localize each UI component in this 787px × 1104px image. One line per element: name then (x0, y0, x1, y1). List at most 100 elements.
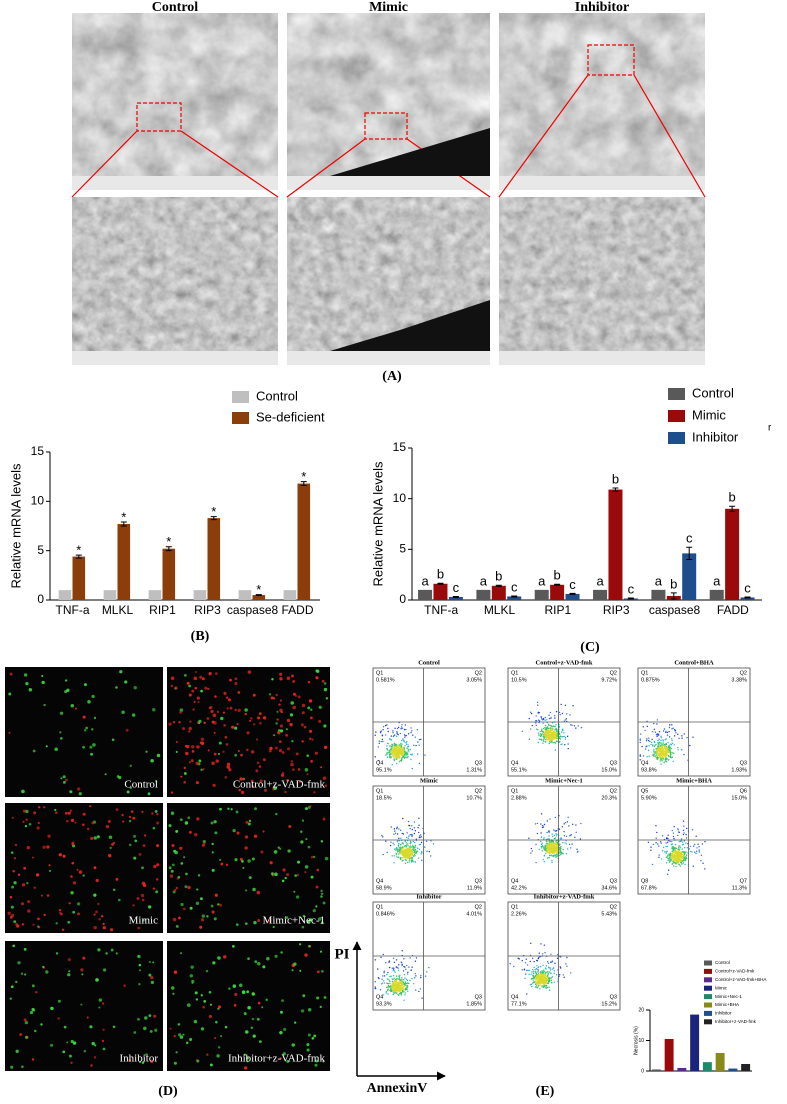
event-dot (403, 851, 404, 852)
event-dot (676, 848, 677, 849)
quadrant-value: 15.0% (731, 795, 747, 801)
event-dot (662, 850, 663, 851)
event-dot (676, 855, 677, 856)
cell-dot (302, 820, 304, 822)
event-dot (654, 746, 655, 747)
event-dot (393, 752, 394, 753)
y-axis-label: Necrosis (%) (633, 1026, 639, 1055)
event-dot (543, 970, 544, 971)
cell-dot (313, 856, 315, 858)
event-dot (539, 974, 540, 975)
cell-dot (198, 720, 201, 723)
event-dot (704, 841, 705, 842)
event-dot (675, 844, 676, 845)
event-dot (389, 980, 390, 981)
cell-dot (189, 761, 191, 763)
event-dot (547, 975, 548, 976)
event-dot (543, 737, 544, 738)
cell-dot (199, 926, 202, 929)
cell-dot (25, 1036, 28, 1039)
cell-dot (304, 726, 307, 729)
event-dot (539, 982, 540, 983)
cell-dot (196, 781, 199, 784)
event-dot (538, 971, 539, 972)
quadrant-value: 93.3% (376, 1001, 392, 1007)
event-dot (415, 989, 416, 990)
event-dot (382, 735, 383, 736)
cell-dot (202, 844, 205, 847)
event-dot (533, 961, 534, 962)
event-dot (519, 958, 520, 959)
event-dot (407, 985, 408, 986)
event-dot (429, 851, 430, 852)
cell-dot (143, 1027, 147, 1031)
event-dot (528, 974, 529, 975)
cell-dot (301, 723, 304, 726)
event-dot (671, 738, 672, 739)
cell-dot (206, 1054, 208, 1056)
event-dot (535, 715, 536, 716)
event-dot (397, 991, 398, 992)
event-dot (683, 844, 684, 845)
event-dot (386, 991, 387, 992)
event-dot (551, 849, 552, 850)
flow-plot (638, 786, 750, 894)
event-dot (390, 845, 391, 846)
event-dot (569, 844, 570, 845)
event-dot (655, 825, 656, 826)
cell-dot (299, 970, 301, 972)
event-dot (395, 833, 396, 834)
significance-mark: c (569, 577, 576, 592)
bar (677, 1068, 686, 1071)
cell-dot (152, 708, 155, 711)
event-dot (398, 857, 399, 858)
cell-dot (201, 1027, 204, 1030)
event-dot (391, 991, 392, 992)
event-dot (656, 723, 657, 724)
cell-dot (122, 820, 124, 822)
event-dot (681, 749, 682, 750)
y-tick-label: 10 (393, 491, 407, 505)
cell-dot (169, 866, 172, 869)
cell-dot (32, 924, 34, 926)
event-dot (654, 729, 655, 730)
cell-dot (94, 717, 96, 719)
cell-dot (245, 846, 248, 849)
event-dot (552, 969, 553, 970)
event-dot (557, 733, 558, 734)
y-tick-label: 0 (641, 1068, 644, 1074)
cell-dot (252, 992, 255, 995)
event-dot (390, 986, 391, 987)
event-dot (662, 750, 663, 751)
cell-dot (246, 749, 249, 752)
plot-title: Inhibitor+z-VAD-fmk (534, 893, 595, 900)
event-dot (545, 853, 546, 854)
cell-dot (302, 994, 305, 997)
bar (418, 590, 432, 600)
event-dot (410, 732, 411, 733)
event-dot (406, 744, 407, 745)
event-dot (536, 977, 537, 978)
cell-dot (174, 1035, 176, 1037)
bar (149, 590, 162, 600)
cell-dot (12, 945, 15, 948)
event-dot (418, 857, 419, 858)
cell-dot (69, 790, 72, 793)
cell-dot (143, 884, 146, 887)
event-dot (414, 842, 415, 843)
event-dot (664, 745, 665, 746)
event-dot (657, 744, 658, 745)
event-dot (393, 968, 394, 969)
cell-dot (213, 713, 217, 717)
event-dot (402, 757, 403, 758)
cell-dot (121, 814, 123, 816)
cell-dot (210, 1004, 212, 1006)
event-dot (659, 747, 660, 748)
event-dot (390, 749, 391, 750)
quadrant-value: 11.3% (732, 885, 747, 891)
cell-dot (258, 1002, 261, 1005)
event-dot (550, 712, 551, 713)
event-dot (555, 833, 556, 834)
cell-dot (133, 857, 136, 860)
bar (492, 586, 506, 600)
